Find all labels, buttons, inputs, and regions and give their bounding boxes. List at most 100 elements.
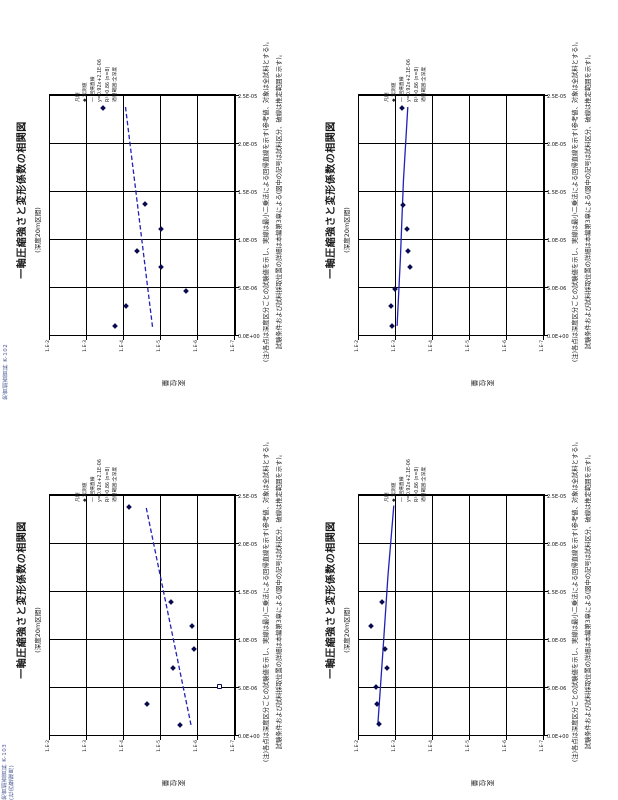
y-axis-tick xyxy=(48,336,50,340)
trend-line xyxy=(395,106,408,326)
figure-caption-line1: (注)各点は深度区分ごとの試験値を示し、実線は最小二乗法による回帰直線を示す(参… xyxy=(262,437,270,763)
legend-line: 適用範囲:全深度 xyxy=(112,466,118,502)
y-tick-label: 1.E-6 xyxy=(193,740,199,752)
x-tick-label: 2.5E-05 xyxy=(546,494,566,500)
x-axis-tick xyxy=(234,191,239,192)
y-tick-label: 1.E-3 xyxy=(82,340,88,352)
y-tick-label: 1.E-5 xyxy=(465,740,471,752)
legend-line: ― 回帰直線 xyxy=(90,76,96,102)
y-tick-label: 1.E-3 xyxy=(391,340,397,352)
legend-line: 凡例 xyxy=(384,492,390,502)
x-axis-tick xyxy=(234,239,239,240)
y-axis-tick xyxy=(122,736,124,740)
trend-line xyxy=(376,505,394,724)
x-tick-label: 5.0E-06 xyxy=(546,686,566,692)
chart-subtitle: (深度20m区間) xyxy=(342,207,351,253)
x-axis-tick xyxy=(543,287,548,288)
legend-line: ― 回帰直線 xyxy=(399,476,405,502)
y-axis-title: 変位量 xyxy=(160,779,185,787)
plot-area xyxy=(48,94,236,336)
trend-line xyxy=(144,505,192,726)
x-axis-tick xyxy=(543,591,548,592)
figure-caption-line2: 試験条件および試料採取位置の詳細は本編第3章による(図中の記号は試料区分、破線は… xyxy=(275,50,283,350)
legend-line: ― 回帰直線 xyxy=(399,76,405,102)
x-axis-tick xyxy=(543,95,548,96)
y-axis-tick xyxy=(85,736,87,740)
legend-line: 凡例 xyxy=(384,92,390,102)
trend-line xyxy=(124,106,153,327)
y-tick-label: 1.E-4 xyxy=(428,740,434,752)
y-axis-tick xyxy=(468,336,470,340)
y-axis-tick xyxy=(431,336,433,340)
chart-subtitle: (深度20m区間) xyxy=(33,607,42,653)
x-axis-tick xyxy=(543,191,548,192)
y-tick-label: 1.E-5 xyxy=(465,340,471,352)
legend-line: ◆ 実測値 xyxy=(82,82,88,102)
x-tick-label: 2.0E-05 xyxy=(237,142,257,148)
x-tick-label: 1.0E-05 xyxy=(546,238,566,244)
chart-title: 一軸圧縮強さと変形係数の相関図 xyxy=(325,521,337,679)
legend-line: R²=0.86 (n=8) xyxy=(105,66,111,102)
legend-line: y=0.92x+2.1E-06 xyxy=(406,59,412,102)
x-tick-label: 2.0E-05 xyxy=(237,542,257,548)
y-axis-tick xyxy=(85,336,87,340)
legend-line: ◆ 実測値 xyxy=(391,482,397,502)
legend-line: 適用範囲:全深度 xyxy=(421,466,427,502)
plot-area xyxy=(357,94,545,336)
legend-line: y=0.92x+2.1E-06 xyxy=(97,459,103,502)
y-axis-tick xyxy=(233,736,235,740)
chart-title: 一軸圧縮強さと変形係数の相関図 xyxy=(16,121,28,279)
x-axis-tick xyxy=(234,687,239,688)
x-tick-label: 0.0E+00 xyxy=(237,334,260,340)
y-axis-tick xyxy=(196,736,198,740)
x-tick-label: 1.5E-05 xyxy=(546,590,566,596)
x-axis-tick xyxy=(543,495,548,496)
chart-figure-3: 一軸圧縮強さと変形係数の相関図 (深度20m区間) 変位量 1.E-2 1.E-3… xyxy=(0,400,309,800)
x-tick-label: 0.0E+00 xyxy=(237,734,260,740)
x-axis-tick xyxy=(234,95,239,96)
x-tick-label: 0.0E+00 xyxy=(546,734,569,740)
y-tick-label: 1.E-2 xyxy=(45,340,51,352)
chart-subtitle: (深度20m区間) xyxy=(342,607,351,653)
y-axis-title: 変位量 xyxy=(469,379,494,387)
figure-caption-line1: (注)各点は深度区分ごとの試験値を示し、実線は最小二乗法による回帰直線を示す(参… xyxy=(571,437,579,763)
y-tick-label: 1.E-2 xyxy=(45,740,51,752)
y-tick-label: 1.E-2 xyxy=(354,340,360,352)
rotated-chart-canvas: 一軸圧縮強さと変形係数の相関図 (深度20m区間) 変位量 1.E-2 1.E-3… xyxy=(314,0,614,400)
x-axis-tick xyxy=(234,495,239,496)
x-axis-tick xyxy=(234,335,239,336)
x-tick-label: 0.0E+00 xyxy=(546,334,569,340)
legend-line: 凡例 xyxy=(75,92,81,102)
figure-caption-line1: (注)各点は深度区分ごとの試験値を示し、実線は最小二乗法による回帰直線を示す(参… xyxy=(571,37,579,363)
y-axis-tick xyxy=(394,336,396,340)
legend: 凡例 ◆ 実測値 ― 回帰直線 y=0.92x+2.1E-06 R²=0.86 (n=8… xyxy=(75,6,120,102)
rotated-chart-canvas: 一軸圧縮強さと変形係数の相関図 (深度20m区間) 変位量 1.E-2 1.E-3… xyxy=(5,0,305,400)
plot-area xyxy=(357,494,545,736)
y-axis-tick xyxy=(468,736,470,740)
figure-caption-line2: 試験条件および試料採取位置の詳細は本編第3章による(図中の記号は試料区分、破線は… xyxy=(584,450,592,750)
legend-line: 凡例 xyxy=(75,492,81,502)
y-axis-tick xyxy=(159,336,161,340)
x-axis-tick xyxy=(543,143,548,144)
y-axis-title: 変位量 xyxy=(160,379,185,387)
y-axis-tick xyxy=(394,736,396,740)
legend-line: ◆ 実測値 xyxy=(391,82,397,102)
y-axis-tick xyxy=(431,736,433,740)
x-tick-label: 2.0E-05 xyxy=(546,542,566,548)
legend-line: y=0.92x+2.1E-06 xyxy=(97,59,103,102)
chart-figure-1: 一軸圧縮強さと変形係数の相関図 (深度20m区間) 変位量 1.E-2 1.E-3… xyxy=(0,0,309,400)
chart-figure-2: 一軸圧縮強さと変形係数の相関図 (深度20m区間) 変位量 1.E-2 1.E-3… xyxy=(309,0,618,400)
y-tick-label: 1.E-2 xyxy=(354,740,360,752)
x-tick-label: 1.5E-05 xyxy=(237,190,257,196)
y-axis-tick xyxy=(233,336,235,340)
figure-caption-line1: (注)各点は深度区分ごとの試験値を示し、実線は最小二乗法による回帰直線を示す(参… xyxy=(262,37,270,363)
legend-line: ― 回帰直線 xyxy=(90,476,96,502)
x-tick-label: 5.0E-06 xyxy=(546,286,566,292)
y-tick-label: 1.E-6 xyxy=(502,740,508,752)
legend-line: 適用範囲:全深度 xyxy=(112,66,118,102)
chart-title: 一軸圧縮強さと変形係数の相関図 xyxy=(16,521,28,679)
y-tick-label: 1.E-3 xyxy=(391,740,397,752)
x-tick-label: 1.0E-05 xyxy=(237,638,257,644)
y-axis-tick xyxy=(357,736,359,740)
